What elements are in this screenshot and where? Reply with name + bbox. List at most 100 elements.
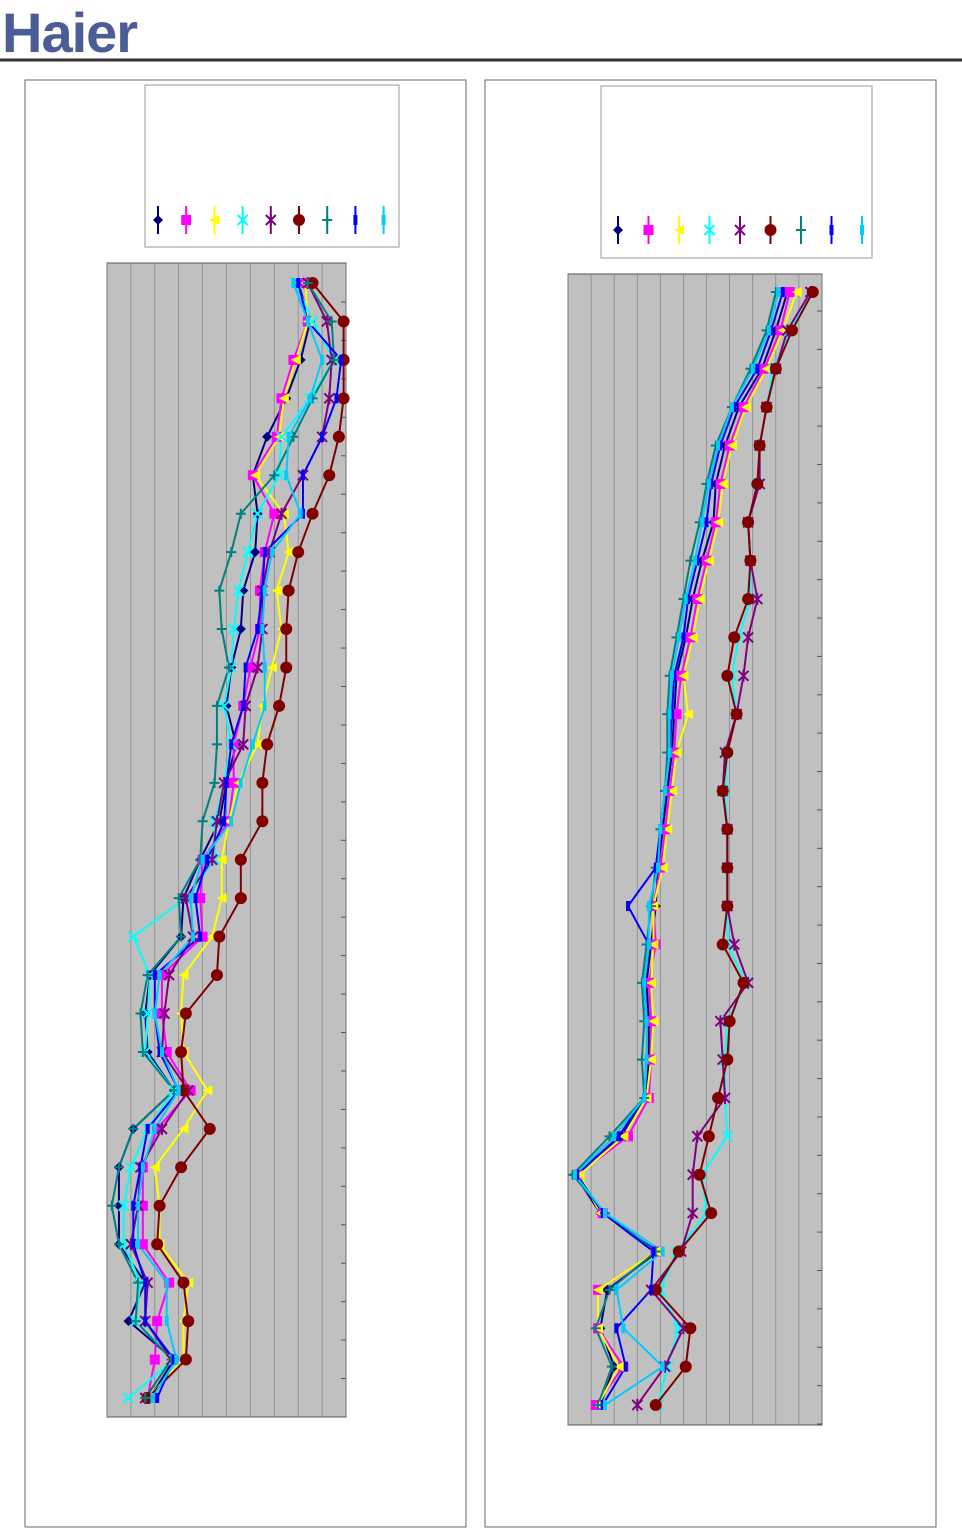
marker [280,623,293,636]
marker [118,1200,130,1212]
marker [280,661,293,674]
marker [291,278,296,288]
marker [157,1046,162,1057]
marker [329,354,340,365]
marker [687,632,698,643]
marker [716,938,729,951]
marker [178,1123,189,1134]
marker [721,861,734,874]
marker [181,215,192,225]
marker [218,700,230,712]
marker [742,631,754,644]
marker [726,440,737,451]
marker [699,517,704,528]
series-line [110,282,336,1399]
marker [152,970,157,981]
marker [672,1245,685,1258]
marker [686,1207,699,1220]
marker [703,224,716,236]
marker [716,784,729,797]
marker [283,547,294,558]
marker [644,1054,649,1065]
marker [760,401,773,414]
marker [278,393,289,404]
marker [123,1316,134,1327]
marker [202,1085,213,1096]
marker [751,593,764,606]
marker [729,402,734,413]
marker [209,215,220,225]
marker [721,1130,734,1143]
marker [262,700,267,711]
marker [214,585,225,596]
marker [337,392,350,405]
marker [761,363,772,374]
marker [691,1130,704,1143]
marker [256,815,269,828]
marker [178,970,189,981]
marker [177,1276,190,1289]
marker [769,325,774,336]
marker [157,970,162,981]
marker [656,862,661,873]
marker [751,477,764,490]
marker [140,1393,151,1403]
marker [806,286,819,298]
marker [227,623,240,635]
marker [156,1122,168,1135]
marker [678,670,689,681]
marker [261,738,274,751]
marker [142,970,153,981]
marker [712,1091,725,1104]
marker [260,585,265,596]
marker [709,478,714,489]
marker [730,708,743,721]
marker [662,785,667,796]
marker [216,854,227,865]
marker [155,1393,160,1403]
marker [604,1284,615,1295]
marker [667,709,672,720]
marker [669,670,674,681]
marker [151,1238,164,1251]
marker [171,1354,176,1365]
marker [256,776,269,789]
marker [300,508,305,519]
marker [156,1008,167,1019]
marker [156,970,167,981]
marker [716,440,721,451]
marker [713,517,724,528]
marker [323,469,336,482]
marker [235,508,246,519]
marker [694,594,705,605]
marker [306,507,319,520]
marker [575,1169,580,1180]
marker [228,739,239,750]
marker [676,632,681,643]
marker [175,1161,188,1174]
marker [623,1361,628,1372]
marker [284,470,289,481]
marker [125,1161,137,1174]
marker [296,278,301,288]
marker [245,662,256,673]
marker [222,816,227,827]
marker [197,931,208,942]
marker [703,555,714,566]
marker [785,324,798,337]
marker [113,1162,124,1173]
series-line [117,282,312,1399]
marker [302,278,313,288]
marker [308,393,313,404]
marker [262,585,267,596]
marker [235,624,246,635]
marker [224,777,229,788]
marker [211,700,222,711]
marker [252,739,263,750]
marker [671,709,682,720]
marker [631,1399,643,1411]
marker [292,546,305,559]
marker [780,287,785,297]
marker [684,1322,697,1335]
marker [265,214,277,226]
